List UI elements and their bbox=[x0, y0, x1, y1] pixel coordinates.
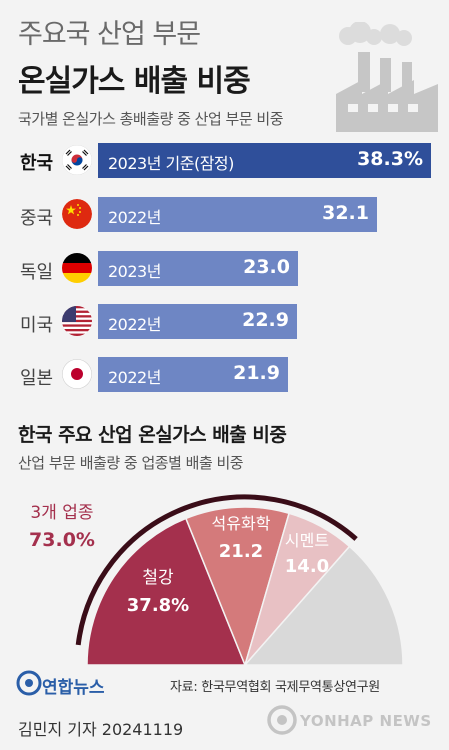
bar-year-label: 2022년 bbox=[108, 315, 161, 334]
chart-title-line1: 주요국 산업 부문 bbox=[18, 19, 201, 50]
source-note: 자료: 한국무역협회 국제무역통상연구원 bbox=[170, 680, 380, 695]
group-highlight-arc bbox=[75, 494, 358, 646]
country-label: 중국 bbox=[20, 208, 54, 229]
china-flag-icon bbox=[62, 199, 92, 229]
group-label: 3개 업종 bbox=[30, 503, 93, 523]
watermark-text: YONHAP NEWS bbox=[300, 712, 432, 730]
bar-year-label: 2022년 bbox=[108, 208, 161, 227]
factory-icon bbox=[336, 22, 438, 132]
yonhap-logo-icon bbox=[16, 670, 42, 696]
country-label: 일본 bbox=[20, 368, 54, 389]
semicircle-pie-chart: 3개 업종 73.0% 철강 37.8% 석유화학 21.2 시멘트 14.0 bbox=[29, 494, 404, 668]
pie-chart-title: 한국 주요 산업 온실가스 배출 비중 bbox=[18, 424, 287, 446]
bar-chart-subtitle: 국가별 온실가스 총배출량 중 산업 부문 비중 bbox=[18, 110, 284, 128]
country-label: 미국 bbox=[20, 315, 54, 336]
bar-year-label: 2023년 기준(잠정) bbox=[108, 154, 234, 173]
bar-japan: 2022년 21.9 bbox=[98, 357, 288, 392]
japan-flag-icon bbox=[62, 359, 92, 389]
bar-germany: 2023년 23.0 bbox=[98, 251, 298, 286]
pie-slice bbox=[243, 545, 404, 666]
bar-value-label: 38.3% bbox=[357, 148, 423, 170]
usa-flag-icon bbox=[62, 306, 92, 336]
slice-label: 철강 bbox=[142, 568, 174, 588]
logo-text: 연합뉴스 bbox=[42, 678, 105, 698]
bar-value-label: 23.0 bbox=[243, 256, 290, 278]
reporter-credit: 김민지 기자 20241119 bbox=[18, 720, 184, 739]
country-label: 한국 bbox=[20, 153, 54, 174]
korea-flag-icon bbox=[62, 145, 92, 175]
country-label: 독일 bbox=[20, 262, 54, 283]
slice-label: 석유화학 bbox=[212, 514, 271, 533]
chart-title-line2: 온실가스 배출 비중 bbox=[18, 64, 251, 99]
bar-korea: 2023년 기준(잠정) 38.3% bbox=[98, 143, 431, 178]
bar-value-label: 22.9 bbox=[242, 309, 289, 331]
pie-slice bbox=[86, 517, 247, 666]
germany-flag-icon bbox=[62, 253, 92, 283]
bar-usa: 2022년 22.9 bbox=[98, 304, 297, 339]
bar-value-label: 21.9 bbox=[233, 362, 280, 384]
slice-value-label: 21.2 bbox=[219, 541, 263, 562]
group-value-label: 73.0% bbox=[29, 529, 95, 551]
pie-slice bbox=[184, 506, 291, 668]
bar-value-label: 32.1 bbox=[322, 202, 369, 224]
slice-value-label: 14.0 bbox=[285, 556, 329, 577]
bar-year-label: 2022년 bbox=[108, 368, 161, 387]
bar-china: 2022년 32.1 bbox=[98, 197, 377, 232]
slice-label: 시멘트 bbox=[285, 531, 329, 550]
bar-year-label: 2023년 bbox=[108, 262, 161, 281]
watermark-logo-icon bbox=[267, 705, 297, 735]
slice-value-label: 37.8% bbox=[127, 595, 189, 616]
pie-chart-subtitle: 산업 부문 배출량 중 업종별 배출 비중 bbox=[18, 454, 244, 472]
